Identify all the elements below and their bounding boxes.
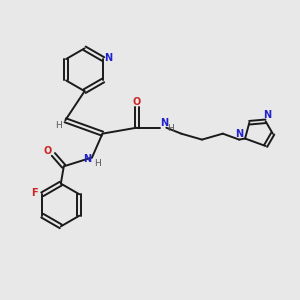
Text: O: O (44, 146, 52, 157)
Text: H: H (94, 160, 101, 169)
Text: F: F (32, 188, 38, 198)
Text: H: H (56, 121, 62, 130)
Text: H: H (167, 124, 174, 133)
Text: O: O (133, 97, 141, 106)
Text: N: N (263, 110, 271, 120)
Text: N: N (83, 154, 92, 164)
Text: N: N (235, 129, 243, 139)
Text: N: N (160, 118, 168, 128)
Text: N: N (104, 52, 112, 63)
